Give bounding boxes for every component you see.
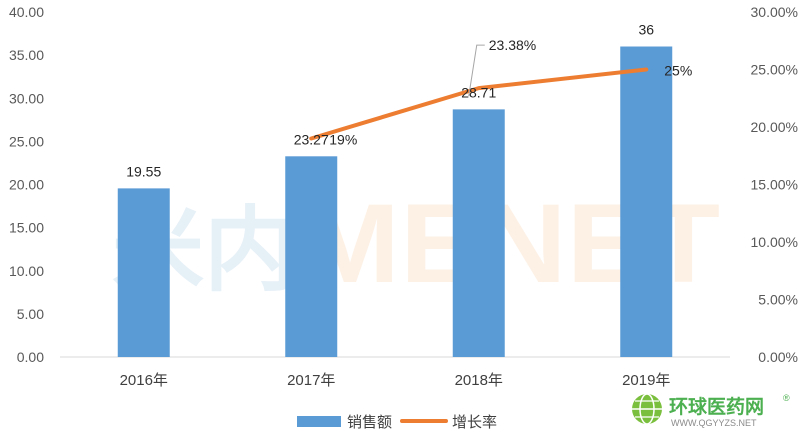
legend-swatch-sales	[297, 416, 341, 427]
logo-url: WWW.QGYYZS.NET	[671, 418, 757, 428]
bar-value-label: 28.71	[461, 84, 496, 100]
left-tick-label: 10.00	[9, 263, 44, 279]
growth-line	[309, 67, 649, 141]
bar-series	[117, 46, 673, 357]
right-tick-label: 30.00%	[751, 4, 798, 20]
data-labels: 19.55 23.27 28.71 36 19% 23.38% 25%	[126, 22, 692, 180]
label-leader-line	[468, 44, 485, 97]
right-axis-ticks: 0.00% 5.00% 10.00% 15.00% 20.00% 25.00% 30.00%	[751, 4, 798, 365]
bar	[117, 188, 170, 357]
category-label: 2017年	[287, 372, 335, 389]
bar-value-label: 19.55	[126, 163, 161, 179]
right-tick-label: 25.00%	[751, 62, 798, 78]
line-value-label: 25%	[664, 63, 692, 79]
right-tick-label: 20.00%	[751, 119, 798, 135]
category-labels: 2016年 2017年 2018年 2019年	[120, 372, 671, 389]
bar-value-label: 36	[638, 22, 654, 38]
category-label: 2019年	[622, 372, 670, 389]
legend-label-sales: 销售额	[347, 414, 392, 431]
left-tick-label: 20.00	[9, 177, 44, 193]
bar-value-label: 23.27	[294, 131, 329, 147]
bar	[452, 109, 505, 357]
line-value-label: 19%	[329, 132, 357, 148]
line-series	[309, 67, 649, 141]
left-tick-label: 30.00	[9, 90, 44, 106]
category-label: 2016年	[120, 372, 168, 389]
globe-icon	[632, 393, 662, 425]
site-logo: 环球医药网 ® WWW.QGYYZS.NET	[632, 393, 790, 428]
right-tick-label: 10.00%	[751, 234, 798, 250]
category-label: 2018年	[455, 372, 503, 389]
left-tick-label: 15.00	[9, 220, 44, 236]
logo-name: 环球医药网	[669, 395, 764, 418]
legend-label-growth: 增长率	[452, 414, 497, 431]
bar	[620, 46, 673, 357]
left-tick-label: 0.00	[17, 349, 44, 365]
left-tick-label: 5.00	[17, 306, 44, 322]
legend: 销售额 增长率	[297, 414, 497, 431]
line-value-label: 23.38%	[489, 37, 536, 53]
right-tick-label: 0.00%	[758, 349, 798, 365]
right-tick-label: 15.00%	[751, 177, 798, 193]
logo-reg-mark: ®	[783, 393, 790, 403]
right-tick-label: 5.00%	[758, 292, 798, 308]
left-tick-label: 35.00	[9, 47, 44, 63]
bar	[285, 156, 338, 357]
left-tick-label: 25.00	[9, 133, 44, 149]
left-axis-ticks: 0.00 5.00 10.00 15.00 20.00 25.00 30.00 35.00 40…	[9, 4, 44, 365]
left-tick-label: 40.00	[9, 4, 44, 20]
